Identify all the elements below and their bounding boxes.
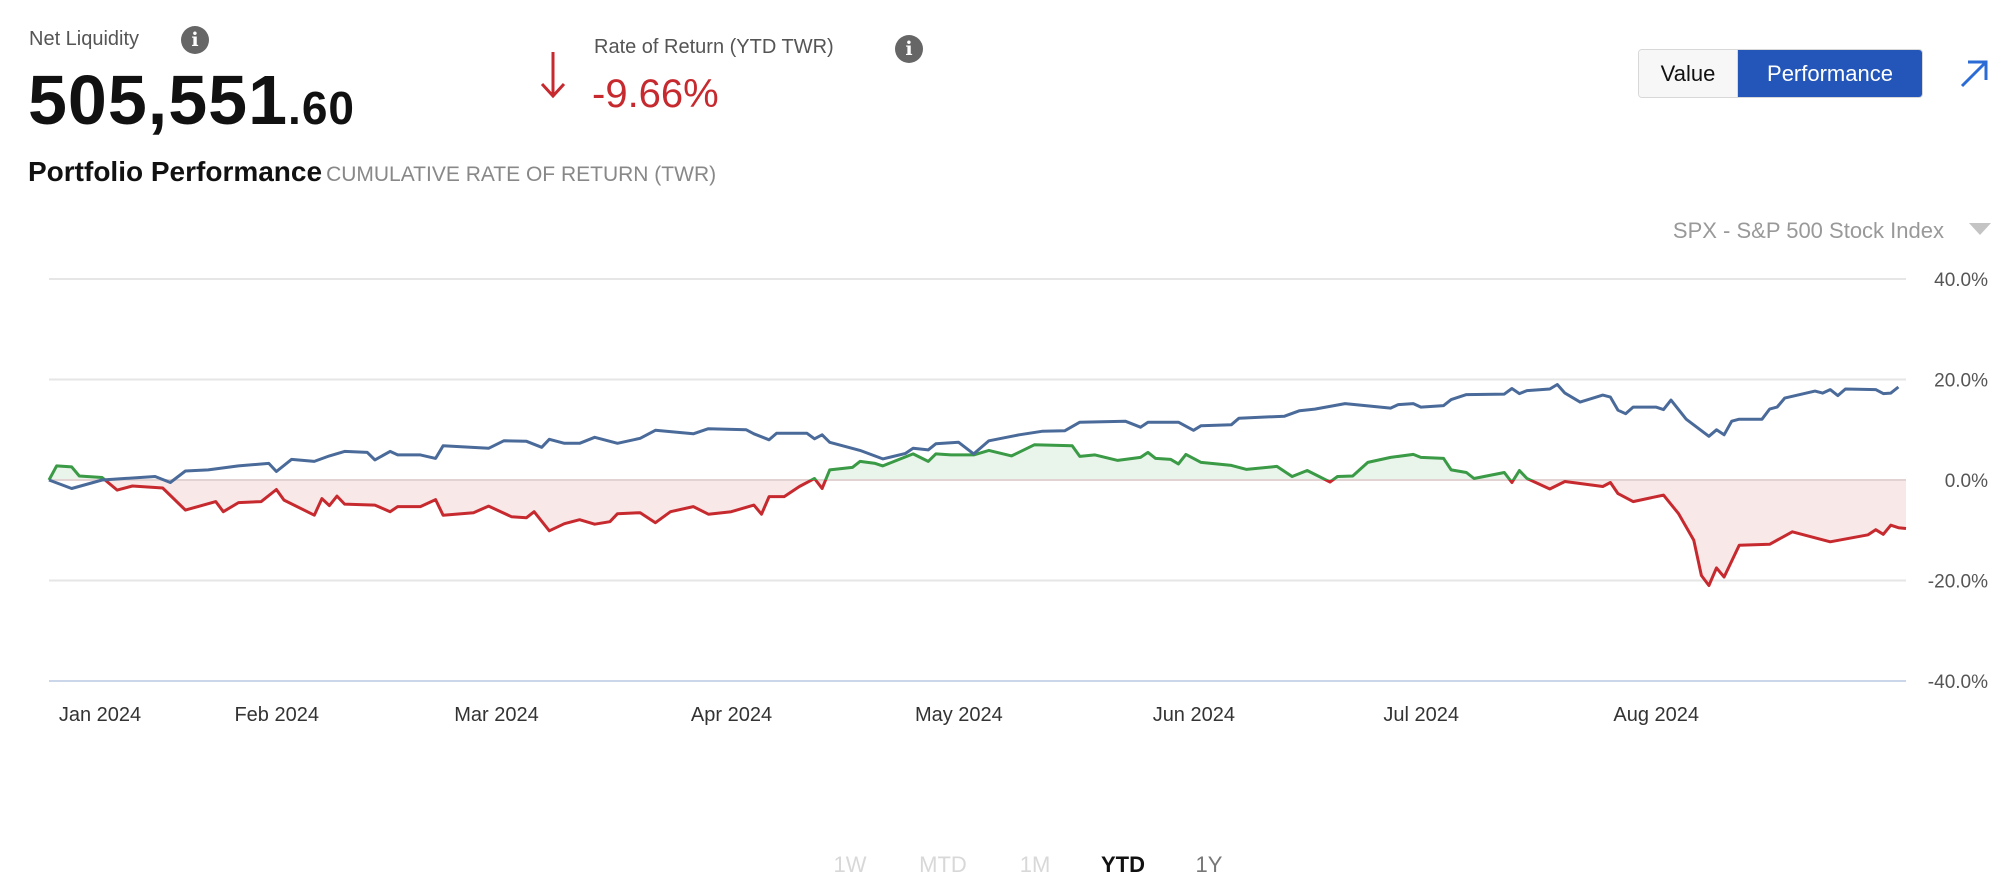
y-tick-label: 40.0% (1934, 270, 1988, 291)
rate-of-return-value: -9.66% (592, 72, 719, 116)
net-liquidity-label: Net Liquidity (29, 28, 140, 50)
arrow-down-icon (538, 50, 568, 105)
benchmark-select[interactable]: SPX - S&P 500 Stock Index (1673, 218, 1944, 244)
x-tick-label: May 2024 (915, 704, 1003, 726)
view-toggle: Value Performance (1638, 49, 1923, 98)
range-1w-button: 1W (833, 852, 867, 877)
section-title: Portfolio Performance CUMULATIVE RATE OF … (28, 156, 716, 188)
x-tick-label: Feb 2024 (234, 704, 319, 726)
range-ytd-button[interactable]: YTD (1101, 852, 1145, 877)
portfolio-line-negative (49, 480, 1907, 587)
x-tick-label: Jun 2024 (1153, 704, 1235, 726)
benchmark-line (48, 383, 1900, 490)
x-tick-label: Aug 2024 (1613, 704, 1699, 726)
x-tick-label: Mar 2024 (454, 704, 539, 726)
rate-of-return-label: Rate of Return (YTD TWR) (594, 36, 834, 58)
x-tick-label: Jan 2024 (59, 704, 141, 726)
portfolio-area-negative (49, 480, 1906, 586)
range-1y-button[interactable]: 1Y (1195, 852, 1223, 877)
x-tick-label: Apr 2024 (691, 704, 772, 726)
net-liquidity-info-icon[interactable]: i (181, 26, 209, 54)
rate-of-return-info-icon[interactable]: i (895, 35, 923, 63)
range-1m-button: 1M (1019, 852, 1051, 877)
y-tick-label: 20.0% (1934, 371, 1988, 392)
section-subtitle: CUMULATIVE RATE OF RETURN (TWR) (326, 163, 717, 186)
x-tick-label: Jul 2024 (1383, 704, 1459, 726)
benchmark-select-value: SPX - S&P 500 Stock Index (1672, 218, 1944, 243)
portfolio-line-positive (47, 443, 1565, 480)
chevron-down-icon[interactable] (1969, 223, 1991, 242)
net-liquidity-value: 505,551.60 (28, 60, 355, 140)
range-mtd-button: MTD (919, 852, 967, 877)
net-liquidity-whole: 505,551 (28, 61, 289, 139)
portfolio-area-positive (49, 444, 1906, 480)
portfolio-performance-title: Portfolio Performance (28, 156, 323, 187)
y-tick-label: -20.0% (1928, 572, 1988, 593)
net-liquidity-cents: .60 (288, 82, 355, 134)
y-tick-label: -40.0% (1928, 672, 1988, 693)
y-tick-label: 0.0% (1945, 471, 1988, 492)
performance-chart: 40.0% 20.0% 0.0% -20.0% -40.0% Jan 2024 Feb 2… (47, 270, 1988, 726)
expand-arrow-icon[interactable] (1958, 58, 1990, 95)
value-button[interactable]: Value (1639, 50, 1738, 97)
performance-button[interactable]: Performance (1738, 50, 1922, 97)
